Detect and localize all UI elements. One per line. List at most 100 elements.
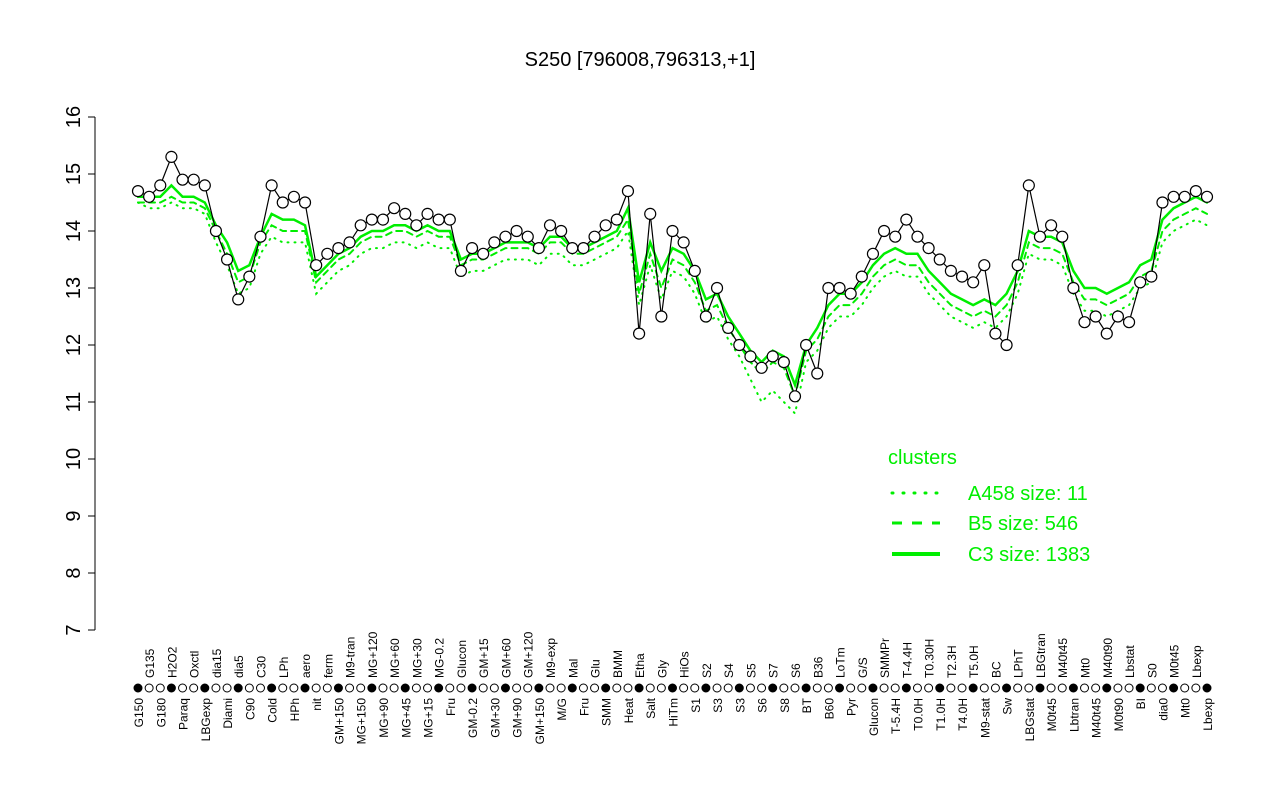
data-point bbox=[677, 236, 690, 249]
x-tick-label: Paraq bbox=[177, 698, 191, 730]
x-marker bbox=[745, 683, 755, 693]
x-tick-label: HiTm bbox=[667, 698, 681, 727]
data-point bbox=[1189, 185, 1202, 198]
data-point bbox=[699, 310, 713, 323]
data-point bbox=[176, 173, 189, 186]
y-tick-label: 12 bbox=[63, 334, 85, 356]
data-point bbox=[1167, 190, 1180, 203]
data-point bbox=[1200, 190, 1214, 203]
x-marker bbox=[645, 683, 655, 693]
legend: clusters A458 size: 11 B5 size: 546 C3 s… bbox=[888, 447, 1090, 566]
data-point bbox=[254, 230, 267, 243]
data-point bbox=[1089, 310, 1102, 323]
x-tick-label: dia0 bbox=[1156, 698, 1170, 721]
data-point bbox=[365, 213, 378, 226]
x-marker bbox=[255, 683, 265, 693]
data-point bbox=[187, 173, 200, 186]
data-point bbox=[1111, 310, 1125, 323]
x-tick-label: S6 bbox=[756, 698, 770, 713]
x-marker bbox=[1180, 683, 1190, 693]
x-tick-label: HPh bbox=[288, 698, 302, 721]
data-point bbox=[644, 207, 657, 220]
data-point bbox=[800, 338, 813, 352]
x-marker bbox=[846, 683, 856, 693]
x-marker bbox=[200, 683, 210, 693]
x-marker bbox=[1135, 683, 1145, 693]
x-marker bbox=[768, 683, 778, 693]
data-point bbox=[432, 213, 445, 226]
data-point bbox=[1011, 259, 1024, 272]
x-marker bbox=[779, 683, 789, 693]
x-tick-label: T-5.4H bbox=[889, 698, 903, 734]
data-point bbox=[900, 213, 913, 226]
y-tick-label: 15 bbox=[63, 163, 85, 185]
x-marker bbox=[968, 683, 978, 693]
data-point bbox=[310, 259, 323, 272]
x-marker bbox=[679, 683, 689, 693]
data-point bbox=[688, 264, 701, 277]
legend-title: clusters bbox=[888, 447, 957, 469]
x-tick-label: Pyr bbox=[845, 698, 859, 716]
x-tick-label: LBGtran bbox=[1034, 633, 1048, 678]
data-point bbox=[833, 281, 846, 295]
legend-entry-c3: C3 size: 1383 bbox=[968, 544, 1090, 566]
data-point bbox=[1122, 316, 1136, 329]
x-marker bbox=[1002, 683, 1012, 693]
x-tick-label: S4 bbox=[722, 663, 736, 678]
x-marker bbox=[311, 683, 321, 693]
x-tick-label: GM+150 bbox=[332, 698, 346, 745]
cluster-line-dashed bbox=[137, 195, 1208, 400]
x-marker bbox=[233, 683, 243, 693]
y-tick-label: 14 bbox=[63, 220, 85, 242]
x-tick-label: M40t45 bbox=[1090, 698, 1104, 738]
x-tick-label: GM+15 bbox=[477, 638, 491, 678]
x-tick-label: Heat bbox=[622, 697, 636, 723]
data-point bbox=[521, 230, 534, 243]
x-tick-label: S1 bbox=[689, 698, 703, 713]
data-point bbox=[566, 242, 579, 255]
x-marker bbox=[1013, 683, 1023, 693]
x-marker bbox=[1113, 683, 1123, 693]
data-point bbox=[811, 367, 824, 380]
cluster-line-dotted bbox=[137, 201, 1208, 416]
x-tick-label: Lbexp bbox=[1201, 698, 1215, 731]
data-point bbox=[989, 327, 1002, 340]
x-tick-label: T-4.4H bbox=[900, 642, 914, 678]
data-point bbox=[265, 179, 278, 192]
x-marker bbox=[300, 683, 310, 693]
data-point bbox=[722, 321, 735, 334]
x-tick-label: M9-exp bbox=[544, 638, 558, 678]
data-point bbox=[399, 207, 412, 220]
x-tick-label: S7 bbox=[767, 663, 781, 678]
cluster-line-solid bbox=[136, 183, 1209, 389]
y-tick-label: 11 bbox=[63, 392, 85, 413]
data-point bbox=[944, 264, 957, 277]
x-tick-label: GM-0.2 bbox=[466, 698, 480, 738]
x-tick-label: B60 bbox=[822, 698, 836, 720]
data-point bbox=[744, 350, 757, 363]
x-marker bbox=[1191, 683, 1201, 693]
x-tick-label: BT bbox=[800, 697, 814, 713]
x-marker bbox=[356, 683, 366, 693]
x-marker bbox=[1157, 683, 1167, 693]
x-tick-label: B36 bbox=[811, 656, 825, 678]
x-marker bbox=[1035, 683, 1045, 693]
x-marker bbox=[500, 683, 510, 693]
data-point bbox=[822, 281, 835, 295]
x-marker bbox=[534, 683, 544, 693]
x-marker bbox=[634, 683, 644, 693]
x-marker bbox=[523, 683, 533, 693]
x-marker bbox=[612, 683, 622, 693]
x-tick-label: LBGstat bbox=[1023, 697, 1037, 741]
data-point bbox=[1067, 281, 1080, 295]
data-point bbox=[978, 259, 991, 272]
x-tick-label: S3 bbox=[733, 698, 747, 713]
x-marker bbox=[1169, 683, 1179, 693]
x-tick-label: S2 bbox=[700, 663, 714, 678]
x-tick-label: ferm bbox=[321, 654, 335, 678]
x-tick-label: G/S bbox=[856, 657, 870, 678]
x-tick-label: M40t45 bbox=[1056, 638, 1070, 678]
data-point bbox=[599, 219, 612, 232]
data-point bbox=[911, 230, 924, 243]
